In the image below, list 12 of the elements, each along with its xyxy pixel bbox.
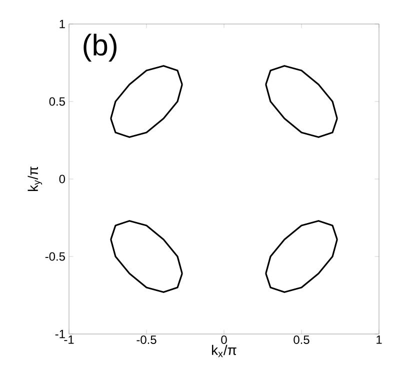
y-tick-label: 0 xyxy=(59,174,66,184)
x-axis-title: k$_{x}$/π xyxy=(212,344,236,358)
y-tick-label: -1 xyxy=(55,330,65,338)
y-axis-title: k$_{y}$/π xyxy=(28,166,42,191)
x-tick-label: 1 xyxy=(376,336,382,344)
y-tick-label: -0.5 xyxy=(45,252,65,261)
x-tick-label: -0.5 xyxy=(136,336,156,344)
y-tick-label: 0.5 xyxy=(49,97,65,106)
x-tick-label: 0.5 xyxy=(294,336,310,344)
y-tick-label: 1 xyxy=(60,20,65,28)
x-tick-label: 0 xyxy=(221,336,227,344)
annotation: (b) xyxy=(84,34,116,62)
